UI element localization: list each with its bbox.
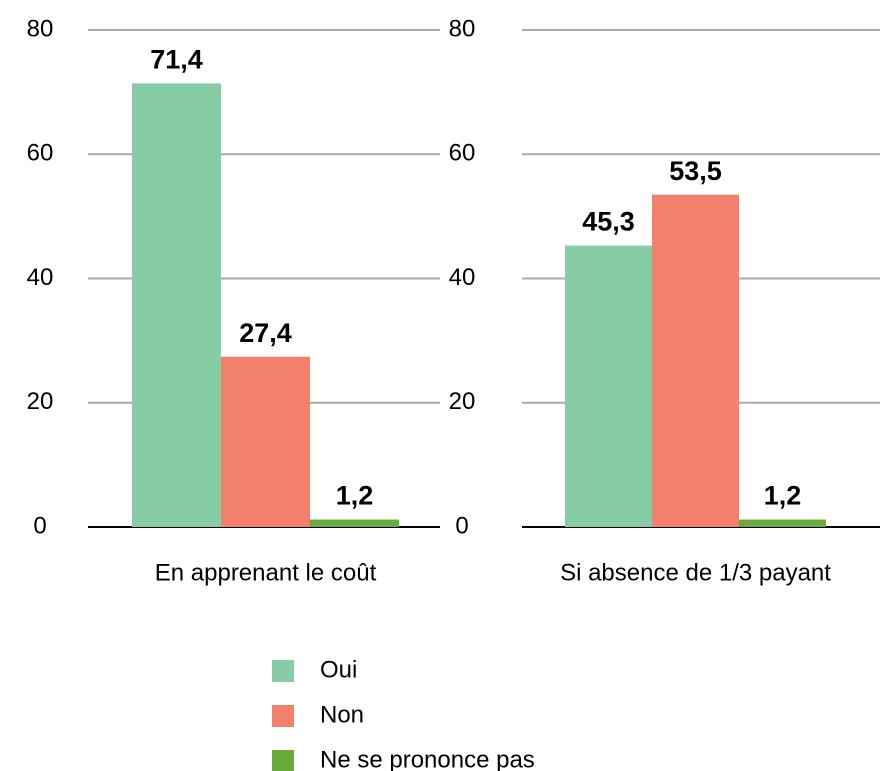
y-tick-label: 20: [27, 388, 54, 415]
data-label: 45,3: [582, 207, 635, 237]
bar: [652, 194, 739, 527]
data-label: 71,4: [150, 45, 203, 75]
x-tick-label: En apprenant le coût: [155, 559, 377, 586]
y-tick-label: 20: [449, 388, 476, 415]
y-tick-label: 0: [455, 512, 468, 539]
x-tick-label: Si absence de 1/3 payant: [560, 559, 831, 586]
legend-swatch: [272, 750, 294, 771]
y-tick-label: 0: [33, 512, 46, 539]
y-tick-label: 60: [27, 140, 54, 167]
legend-label: Ne se prononce pas: [320, 746, 535, 771]
y-tick-label: 60: [449, 140, 476, 167]
legend-swatch: [272, 705, 294, 727]
bar: [221, 356, 310, 527]
legend-swatch: [272, 660, 294, 682]
data-label: 1,2: [336, 481, 374, 511]
data-label: 1,2: [764, 481, 802, 511]
data-label: 27,4: [239, 318, 292, 348]
bar: [132, 83, 221, 528]
bar: [565, 245, 652, 528]
y-tick-label: 80: [27, 15, 54, 42]
legend-label: Non: [320, 701, 364, 728]
bar: [310, 519, 399, 527]
y-tick-label: 40: [27, 264, 54, 291]
bar: [739, 519, 826, 527]
data-label: 53,5: [669, 156, 722, 186]
y-tick-label: 80: [449, 15, 476, 42]
legend-label: Oui: [320, 656, 357, 683]
y-tick-label: 40: [449, 264, 476, 291]
